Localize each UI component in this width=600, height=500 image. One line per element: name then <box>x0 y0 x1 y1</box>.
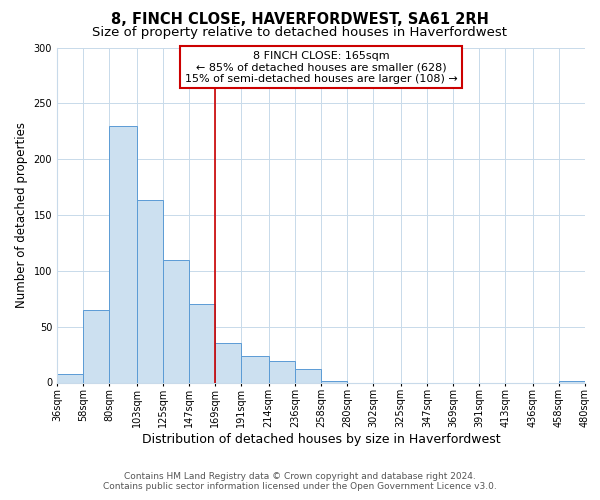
Bar <box>137 200 163 382</box>
Bar <box>241 356 269 382</box>
Bar <box>189 304 215 382</box>
Bar <box>109 126 137 382</box>
Text: Contains HM Land Registry data © Crown copyright and database right 2024.
Contai: Contains HM Land Registry data © Crown c… <box>103 472 497 491</box>
Text: 8, FINCH CLOSE, HAVERFORDWEST, SA61 2RH: 8, FINCH CLOSE, HAVERFORDWEST, SA61 2RH <box>111 12 489 28</box>
Bar <box>57 374 83 382</box>
Bar <box>215 344 241 382</box>
Bar <box>295 369 321 382</box>
Bar <box>83 310 109 382</box>
Text: Size of property relative to detached houses in Haverfordwest: Size of property relative to detached ho… <box>92 26 508 39</box>
Y-axis label: Number of detached properties: Number of detached properties <box>15 122 28 308</box>
X-axis label: Distribution of detached houses by size in Haverfordwest: Distribution of detached houses by size … <box>142 433 500 446</box>
Bar <box>163 260 189 382</box>
Text: 8 FINCH CLOSE: 165sqm
← 85% of detached houses are smaller (628)
15% of semi-det: 8 FINCH CLOSE: 165sqm ← 85% of detached … <box>185 51 457 84</box>
Bar <box>269 362 295 382</box>
